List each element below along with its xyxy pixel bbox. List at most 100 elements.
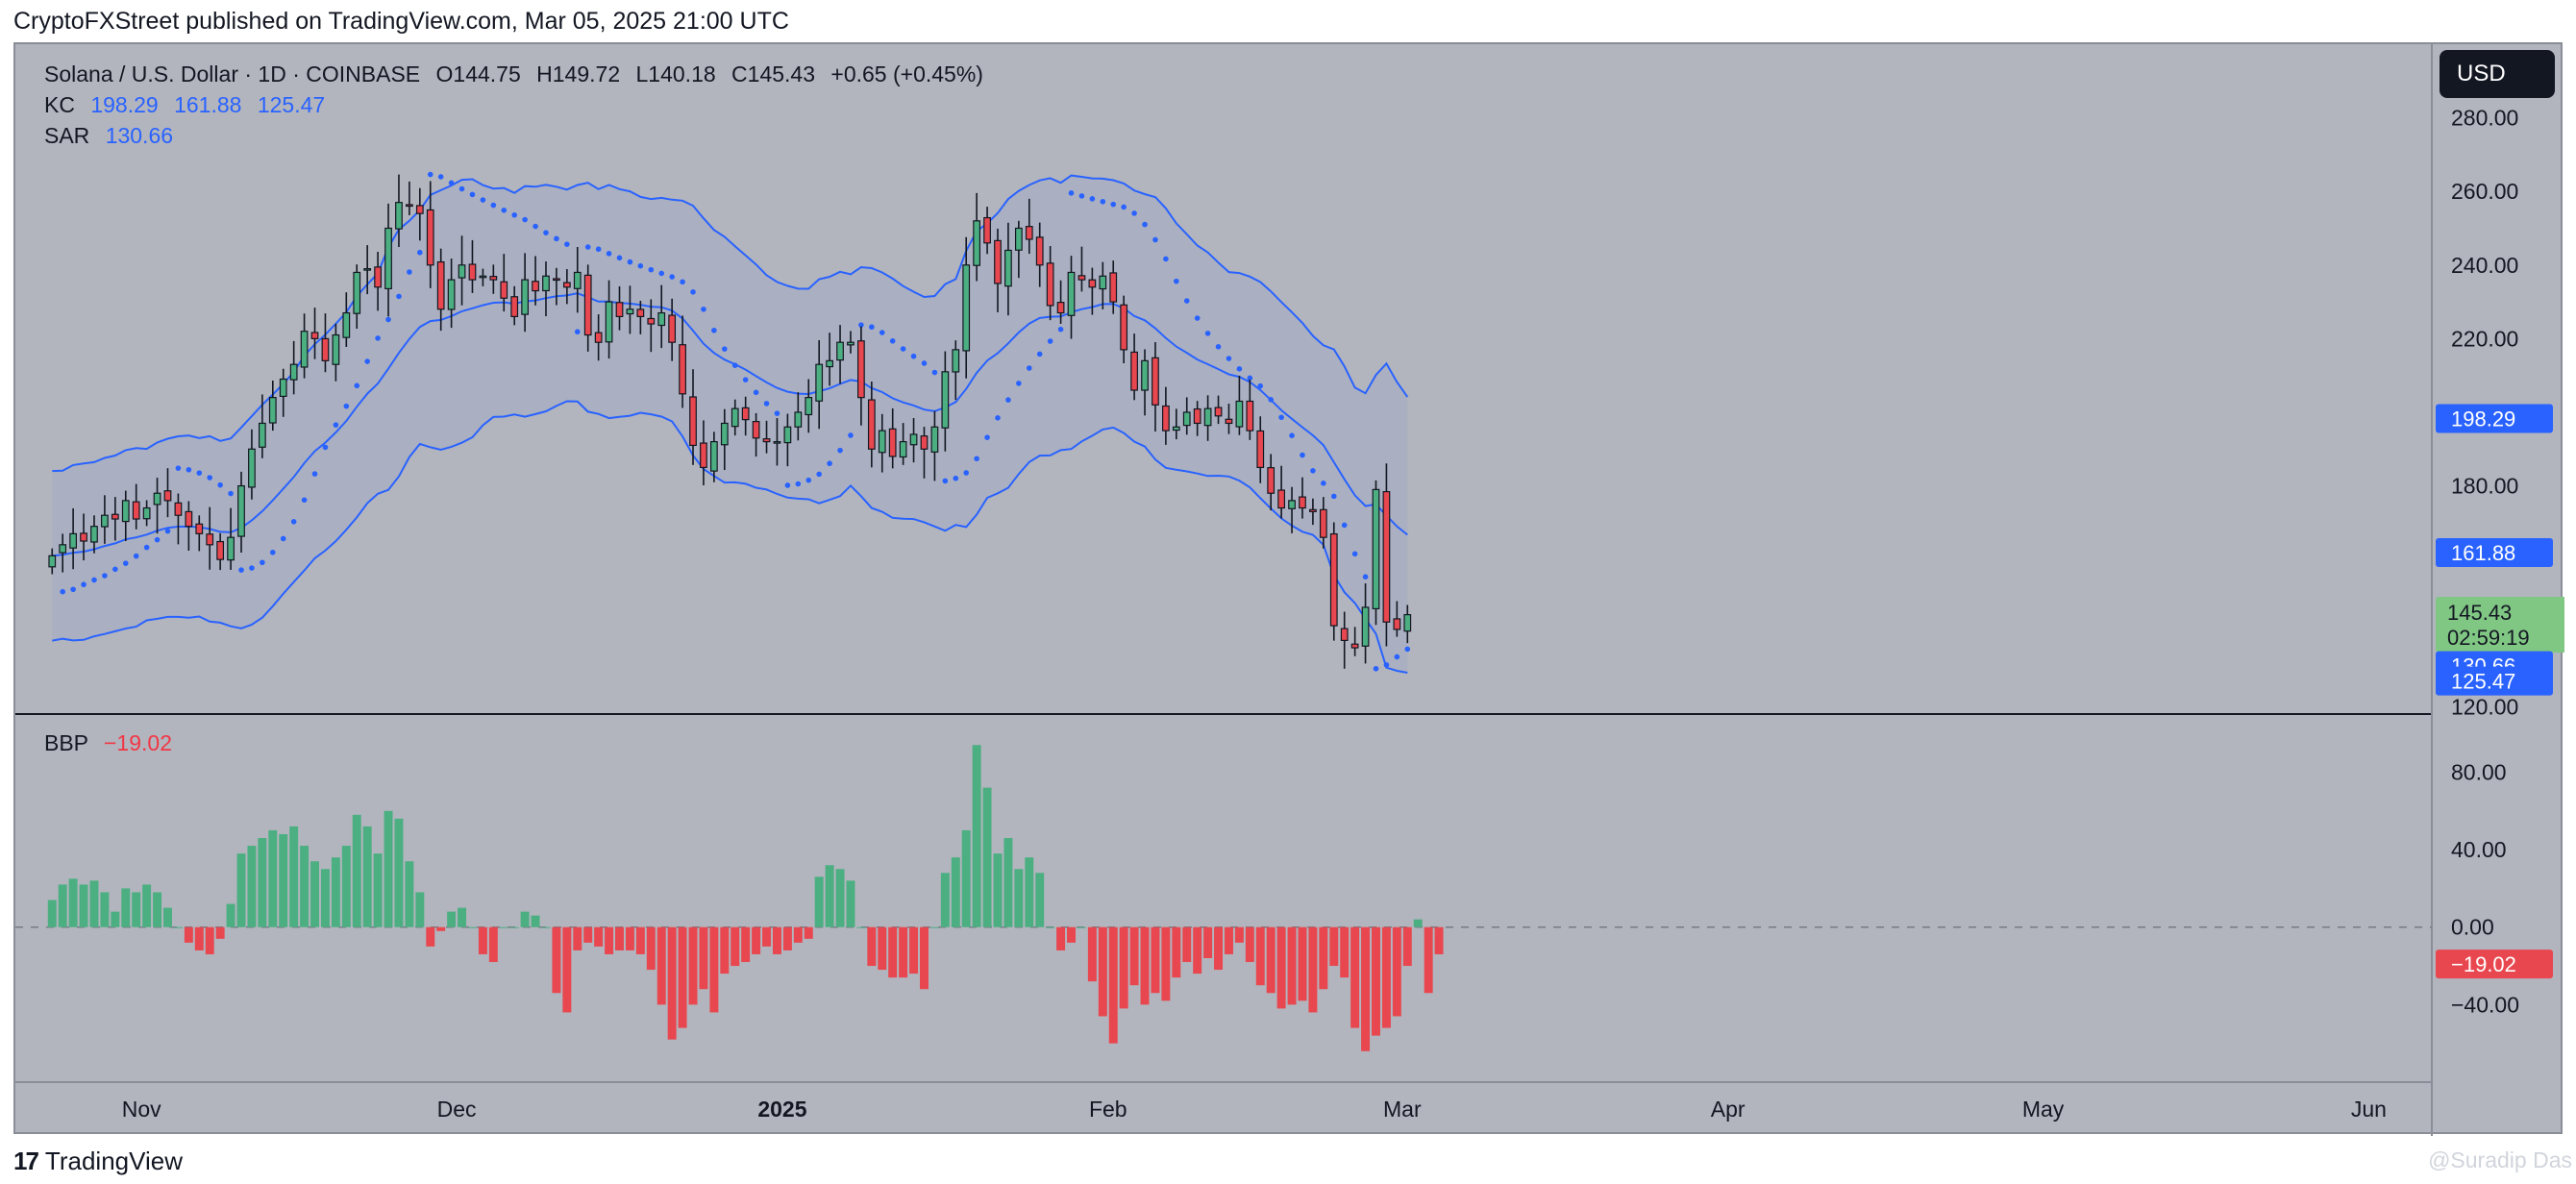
bbp-bar <box>741 926 751 963</box>
bbp-bar <box>1329 926 1339 967</box>
kc-mid-line <box>52 292 1408 557</box>
bbp-bar <box>268 829 278 927</box>
candle <box>332 323 340 382</box>
candle <box>952 340 960 401</box>
candle <box>994 228 1002 312</box>
sar-dot <box>658 270 665 277</box>
candle <box>562 269 571 305</box>
chart-frame[interactable]: 120.00 180.00 220.00 240.00 260.00 280.00 80.0… <box>13 42 2564 1136</box>
sar-dot <box>669 274 675 280</box>
bbp-bar <box>929 926 939 928</box>
candle <box>342 292 351 347</box>
candle <box>468 239 477 293</box>
bbp-bar <box>458 907 467 927</box>
legend-kc-row[interactable]: KC 198.29 161.88 125.47 <box>44 92 325 118</box>
legend-change: +0.65 (+0.45%) <box>830 62 983 86</box>
sar-dot <box>543 230 549 235</box>
legend-kc-mid: 161.88 <box>174 92 242 117</box>
sar-dot <box>164 528 171 534</box>
bbp-bar <box>1067 926 1076 943</box>
bbp-bar <box>436 926 446 931</box>
candle <box>594 314 603 361</box>
candle-body <box>185 510 193 528</box>
candle-body <box>542 275 550 292</box>
candle <box>983 207 991 255</box>
candle-body <box>1340 628 1349 642</box>
sar-dot <box>1174 278 1179 284</box>
sar-dot <box>1321 481 1326 486</box>
sar-dot <box>102 573 108 579</box>
candle-body <box>163 490 172 502</box>
bbp-bar <box>878 926 887 971</box>
bbp-bar <box>646 926 656 971</box>
currency-button[interactable]: USD <box>2440 50 2555 98</box>
bbp-bar <box>1046 926 1055 928</box>
candle <box>163 468 172 518</box>
candle-body <box>983 216 991 244</box>
candle <box>227 507 235 570</box>
candle-body <box>909 433 918 446</box>
sar-dot <box>1300 452 1305 458</box>
candle-body <box>752 421 760 439</box>
bbp-bar <box>1402 926 1412 967</box>
bbp-bar <box>1161 926 1171 1001</box>
sar-dot <box>511 211 517 218</box>
tradingview-logo[interactable]: 17 TradingView <box>13 1147 183 1176</box>
candle-body <box>647 317 656 325</box>
bbp-bar <box>142 884 152 927</box>
bbp-bar <box>1098 926 1107 1017</box>
candle-body <box>227 536 235 561</box>
candle <box>521 253 530 333</box>
legend-symbol[interactable]: Solana / U.S. Dollar · 1D · COINBASE <box>44 62 421 86</box>
candle <box>815 339 824 430</box>
candle <box>668 298 677 361</box>
candle-body <box>583 274 592 336</box>
bbp-bar <box>1308 926 1318 1013</box>
candle <box>731 399 739 436</box>
candle <box>836 325 844 384</box>
candle <box>1141 349 1149 416</box>
candle-body <box>1225 418 1233 425</box>
sar-dot <box>249 565 255 571</box>
candle-body <box>773 441 781 444</box>
candle <box>90 515 98 554</box>
time-tick-label: Feb <box>1089 1097 1127 1122</box>
candle-body <box>709 441 718 472</box>
candle-body <box>195 523 204 534</box>
bbp-bar <box>772 926 781 954</box>
bbp-bar <box>1287 926 1297 1005</box>
bbp-bar <box>835 869 845 927</box>
candle-body <box>458 264 466 279</box>
chart-canvas[interactable]: 120.00 180.00 220.00 240.00 260.00 280.00 80.0… <box>15 44 2564 1136</box>
sar-dot <box>742 377 749 382</box>
candle-body <box>689 396 697 447</box>
bbp-bar <box>804 926 813 939</box>
kc-lower-line <box>52 400 1408 674</box>
candle-body <box>994 239 1002 284</box>
candle <box>553 267 560 306</box>
bbp-bar <box>1003 838 1013 927</box>
bbp-bar <box>384 810 393 927</box>
candle-body <box>700 442 707 469</box>
candle-body <box>762 438 771 443</box>
bbp-bar <box>814 876 824 927</box>
bbp-bar <box>509 926 519 928</box>
legend-sar-row[interactable]: SAR 130.66 <box>44 123 173 149</box>
sar-dot <box>322 444 329 451</box>
candle-body <box>857 340 865 399</box>
candle-body <box>594 332 603 343</box>
bbp-bar <box>1056 926 1066 950</box>
candle-body <box>332 333 340 365</box>
candle <box>899 423 907 465</box>
bbp-bar <box>300 846 310 927</box>
legend-bbp-row[interactable]: BBP −19.02 <box>44 730 172 756</box>
sar-dot <box>175 465 182 471</box>
sar-dot <box>238 567 244 573</box>
sar-dot <box>375 335 381 341</box>
candle <box>857 326 865 426</box>
sar-dot <box>133 553 139 559</box>
sar-dot <box>722 346 728 352</box>
sar-dot <box>690 289 696 295</box>
sar-dot <box>1047 338 1053 344</box>
sar-dot <box>437 174 444 180</box>
